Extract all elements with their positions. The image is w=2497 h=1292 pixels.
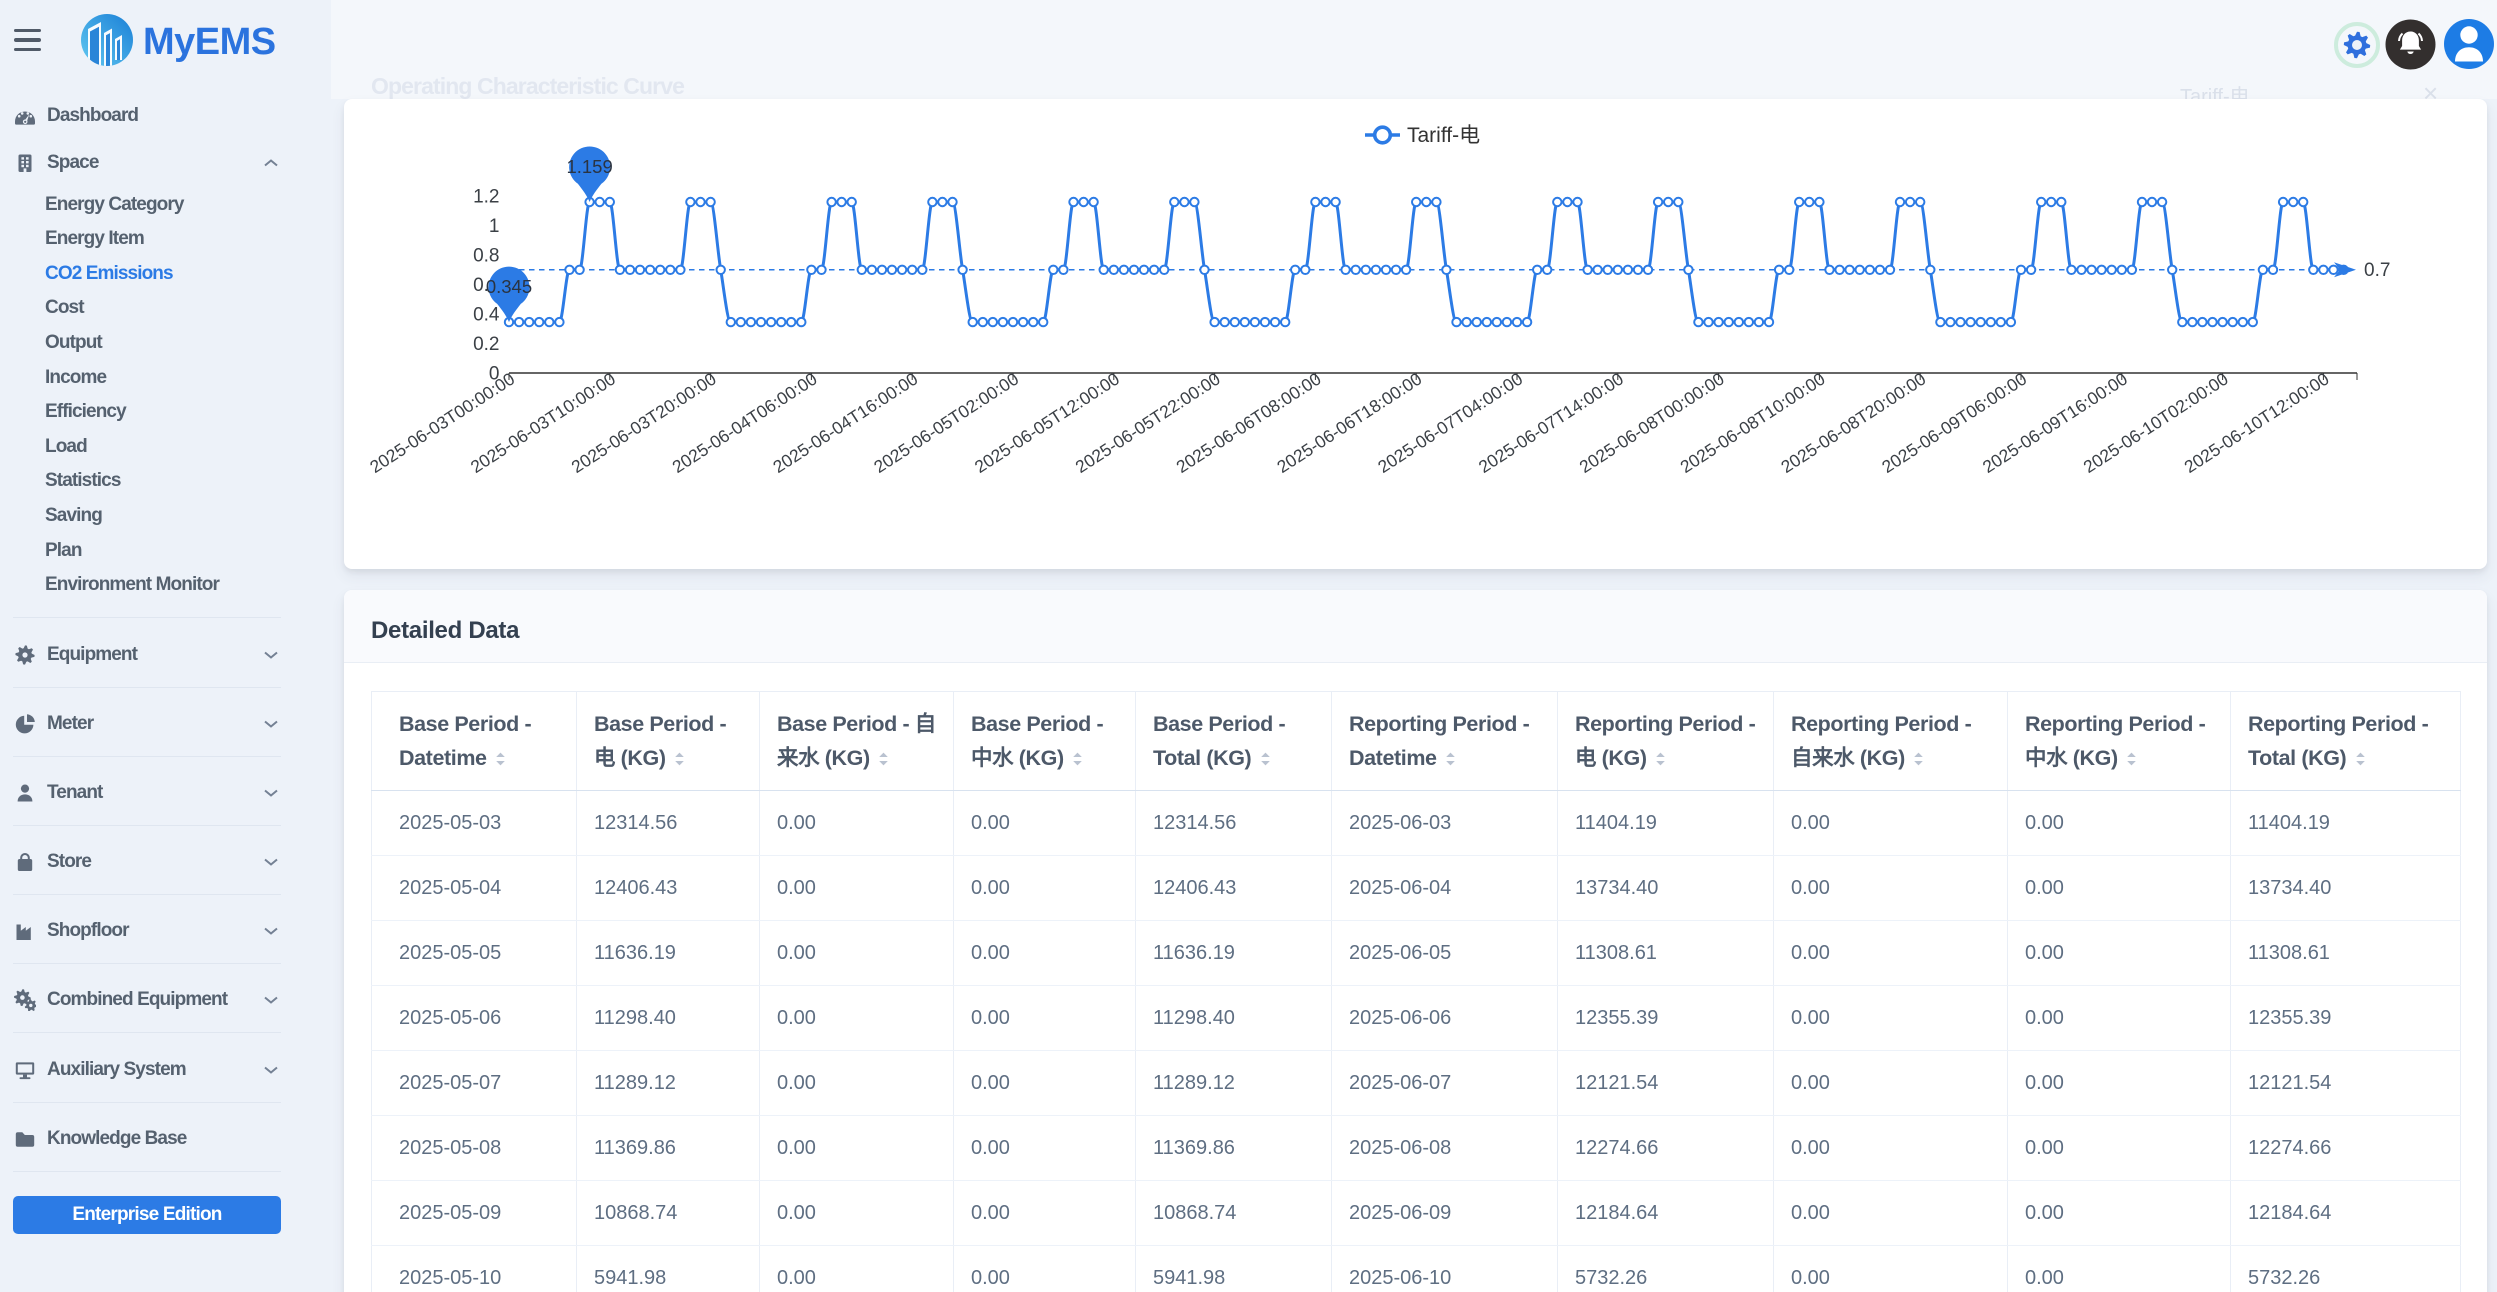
svg-text:1: 1: [489, 216, 500, 237]
svg-text:1.2: 1.2: [473, 187, 499, 208]
svg-text:0.345: 0.345: [486, 276, 532, 297]
svg-text:0: 0: [489, 364, 500, 385]
svg-text:0.2: 0.2: [473, 334, 499, 355]
svg-text:Tariff-电: Tariff-电: [1407, 124, 1480, 147]
svg-text:0.7: 0.7: [2364, 260, 2390, 281]
svg-text:0.4: 0.4: [473, 305, 500, 326]
svg-text:0.8: 0.8: [473, 246, 499, 267]
svg-text:1.159: 1.159: [566, 156, 612, 177]
